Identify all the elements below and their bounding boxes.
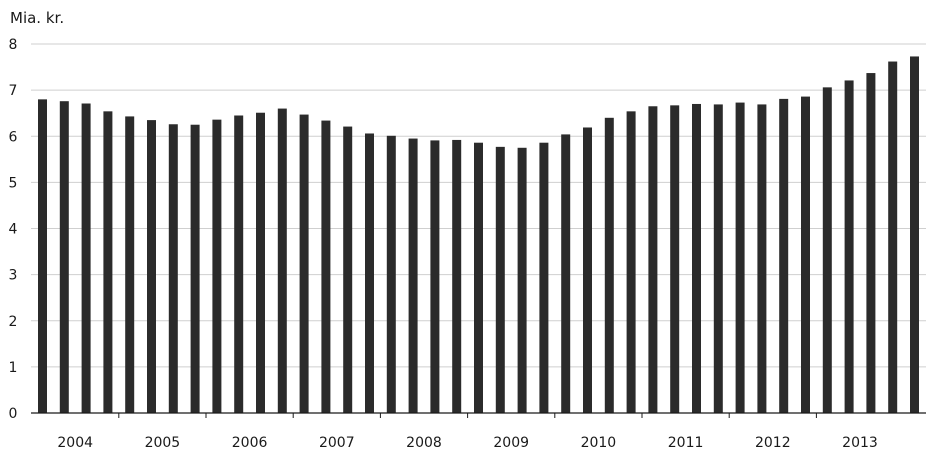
x-axis	[31, 412, 926, 418]
bar	[168, 124, 178, 413]
bar	[670, 105, 680, 413]
bar	[408, 138, 418, 413]
bar	[343, 126, 353, 413]
bar	[801, 96, 810, 414]
bar	[321, 120, 331, 413]
bar	[277, 108, 287, 413]
bar	[81, 103, 91, 413]
bar	[103, 111, 113, 413]
bar	[430, 140, 440, 413]
bar	[59, 101, 69, 413]
y-tick-label: 7	[9, 83, 18, 99]
bar	[474, 142, 483, 413]
bar	[386, 135, 396, 413]
bar	[692, 103, 701, 414]
bar	[147, 120, 156, 413]
y-tick-label: 8	[9, 37, 18, 53]
x-tick-label: 2007	[319, 435, 355, 451]
bar	[888, 61, 898, 414]
x-tick-label: 2006	[232, 435, 268, 451]
bar	[866, 73, 876, 413]
bar	[583, 127, 592, 413]
x-tick-label: 2004	[57, 435, 93, 451]
y-tick-label: 3	[9, 268, 18, 284]
bar	[234, 115, 244, 414]
x-tick-label: 2013	[842, 435, 878, 451]
bar	[256, 112, 265, 413]
bar	[713, 104, 723, 413]
bar	[822, 87, 832, 414]
x-tick-labels: 2004 2005 2006 2007 2008 2009 2010 2011 2012 2013	[57, 435, 877, 451]
bar	[757, 104, 767, 413]
bar	[299, 114, 309, 413]
bar	[779, 98, 789, 414]
bar	[604, 117, 614, 414]
bar	[844, 80, 854, 413]
x-tick-label: 2011	[668, 435, 704, 451]
bar	[648, 106, 658, 414]
y-tick-label: 1	[9, 360, 18, 376]
bar	[626, 111, 636, 413]
bar	[38, 99, 47, 413]
bars	[38, 56, 919, 414]
bar	[365, 133, 374, 414]
bar	[212, 119, 222, 414]
x-tick-label: 2009	[493, 435, 529, 451]
bar	[735, 102, 745, 414]
bar	[125, 116, 135, 413]
y-tick-label: 2	[9, 314, 18, 330]
bar	[539, 142, 549, 413]
x-tick-label: 2005	[145, 435, 181, 451]
x-tick-label: 2010	[581, 435, 617, 451]
bar	[561, 134, 571, 413]
bar	[517, 147, 527, 413]
bar	[452, 139, 462, 413]
x-tick-label: 2008	[406, 435, 442, 451]
y-tick-label: 6	[9, 129, 18, 145]
y-tick-label: 4	[9, 222, 18, 238]
bar	[495, 146, 505, 413]
bar	[910, 56, 919, 414]
y-tick-labels: 0 1 2 3 4 5 6 7 8	[9, 37, 18, 422]
x-tick-label: 2012	[755, 435, 791, 451]
bar	[190, 124, 200, 413]
y-axis-label: Mia. kr.	[10, 9, 64, 27]
y-tick-label: 0	[9, 406, 18, 422]
y-tick-label: 5	[9, 175, 18, 191]
